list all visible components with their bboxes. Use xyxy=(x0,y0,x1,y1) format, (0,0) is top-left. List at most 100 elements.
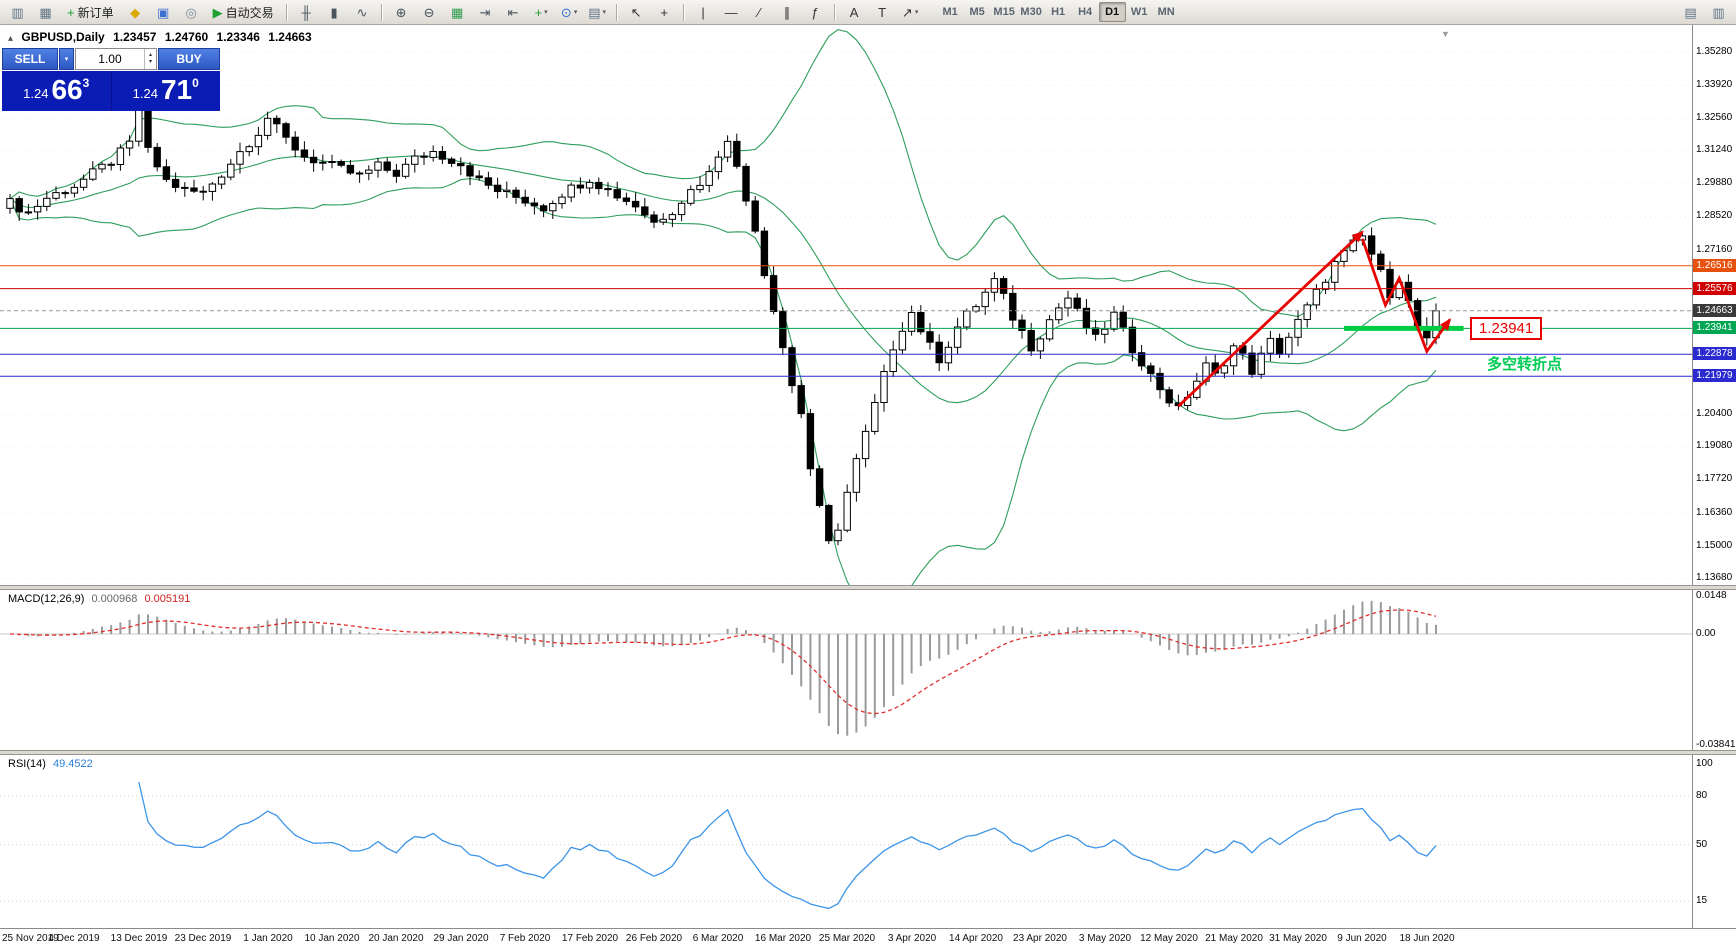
price-gridlines xyxy=(0,51,1692,579)
volume-box: ▴ ▾ xyxy=(75,48,157,70)
macd-axis[interactable]: 0.0148 0.00 -0.038415 xyxy=(1692,590,1736,750)
tile-windows-icon[interactable]: ▦ xyxy=(444,1,471,23)
volume-stepper[interactable]: ▴ ▾ xyxy=(143,49,156,69)
rsi-value: 49.4522 xyxy=(52,758,93,770)
chart-shift-marker-icon[interactable]: ▼ xyxy=(1441,29,1450,39)
pivot-annotation[interactable]: 多空转折点 xyxy=(1487,356,1563,373)
channel-tool-icon[interactable]: ∥ xyxy=(774,1,801,23)
line-chart-icon[interactable]: ∿ xyxy=(349,1,376,23)
metaeditor-icon[interactable]: ◆ xyxy=(122,1,149,23)
macd-header: MACD(12,26,9) 0.000968 0.005191 xyxy=(8,593,190,605)
new-order-button[interactable]: + 新订单 xyxy=(60,1,121,23)
profiles-icon[interactable]: ▦ xyxy=(32,1,59,23)
date-tick: 31 May 2020 xyxy=(1269,933,1327,944)
bar-chart-icon[interactable]: ╫ xyxy=(293,1,320,23)
price-tick: 1.29880 xyxy=(1696,177,1733,188)
zoom-out-icon[interactable]: ⊖ xyxy=(416,1,443,23)
price-axis[interactable]: 1.35280 1.33920 1.32560 1.31240 1.29880 1.285… xyxy=(1692,25,1736,585)
price-badge: 1.25576 xyxy=(1693,282,1736,295)
timeframe-m5[interactable]: M5 xyxy=(969,6,985,18)
cursor-icon: ↖ xyxy=(630,4,642,20)
print-preview-icon[interactable]: ▥ xyxy=(1712,4,1725,20)
price-tick: 1.19080 xyxy=(1696,440,1733,451)
date-tick: 3 May 2020 xyxy=(1078,933,1132,944)
autotrading-button[interactable]: ▶ 自动交易 xyxy=(206,1,281,23)
strategy-tester-icon[interactable]: ◎ xyxy=(178,1,205,23)
fibonacci-tool-icon[interactable]: ƒ xyxy=(802,1,829,23)
toolbar-separator xyxy=(285,3,288,21)
macd-value: 0.000968 xyxy=(91,593,138,605)
sell-price[interactable]: 1.24 66 3 xyxy=(2,71,111,111)
buy-price[interactable]: 1.24 71 0 xyxy=(112,71,221,111)
rsi-line xyxy=(138,781,1437,910)
buy-button[interactable]: BUY xyxy=(158,48,220,70)
print-icon[interactable]: ▤ xyxy=(1684,4,1697,20)
new-chart-icon[interactable]: ▥ xyxy=(4,1,31,23)
trend-arrow[interactable] xyxy=(1177,230,1364,408)
rsi-level-lines xyxy=(0,795,1692,902)
timeframe-m15[interactable]: M15 xyxy=(993,6,1015,18)
oneclick-collapse-icon[interactable]: ▴ xyxy=(8,33,14,44)
macd-tick: 0.00 xyxy=(1696,628,1716,639)
price-chart-plot[interactable] xyxy=(0,25,1692,585)
price-callout[interactable]: 1.23941 xyxy=(1470,317,1543,340)
stepper-up-icon[interactable]: ▴ xyxy=(148,52,152,59)
horizontal-line-tool-icon[interactable]: — xyxy=(718,1,745,23)
timeframe-m1[interactable]: M1 xyxy=(942,6,958,18)
text-tool-icon[interactable]: A xyxy=(841,1,868,23)
price-badge: 1.21979 xyxy=(1693,369,1736,382)
chart-shift-icon[interactable]: ⇤ xyxy=(500,1,527,23)
rsi-axis[interactable]: 100 80 50 15 xyxy=(1692,755,1736,928)
timeframe-d1[interactable]: D1 xyxy=(1098,2,1126,22)
indicators-icon[interactable]: + ▾ xyxy=(528,1,555,23)
one-click-trading-panel: SELL ▾ ▴ ▾ BUY 1.24 66 3 1.24 71 0 xyxy=(2,48,220,111)
time-axis[interactable]: 25 Nov 2019 4 Dec 2019 13 Dec 2019 23 Dec 2… xyxy=(0,928,1736,949)
panel-splitter[interactable] xyxy=(0,585,1736,590)
crosshair-icon[interactable]: + xyxy=(651,1,678,23)
auto-scroll-icon[interactable]: ⇥ xyxy=(472,1,499,23)
sell-button[interactable]: SELL xyxy=(2,48,58,70)
buy-price-point: 0 xyxy=(192,76,199,90)
date-tick: 7 Feb 2020 xyxy=(499,933,551,944)
rsi-header: RSI(14) 49.4522 xyxy=(8,758,93,770)
macd-plot[interactable] xyxy=(0,590,1692,750)
candlestick-chart-icon[interactable]: ▮ xyxy=(321,1,348,23)
toolbar-separator xyxy=(682,3,685,21)
timeframe-h1[interactable]: H1 xyxy=(1051,6,1066,18)
date-tick: 14 Apr 2020 xyxy=(949,933,1003,944)
date-tick: 20 Jan 2020 xyxy=(368,933,424,944)
arrows-tool-icon[interactable]: ↗ ▾ xyxy=(897,1,924,23)
timeframe-m30[interactable]: M30 xyxy=(1020,6,1042,18)
price-tick: 1.15000 xyxy=(1696,540,1733,551)
sell-options-caret-icon[interactable]: ▾ xyxy=(59,48,74,70)
zigzag-arrow[interactable] xyxy=(1361,238,1451,355)
date-tick: 21 May 2020 xyxy=(1205,933,1263,944)
cursor-icon[interactable]: ↖ xyxy=(623,1,650,23)
trendline-tool-icon[interactable]: ∕ xyxy=(746,1,773,23)
sell-price-base: 1.24 xyxy=(23,86,49,101)
volume-input[interactable] xyxy=(76,49,144,69)
timeframe-w1[interactable]: W1 xyxy=(1130,6,1148,18)
date-tick: 23 Dec 2019 xyxy=(174,933,232,944)
price-tick: 1.27160 xyxy=(1696,244,1733,255)
timeframe-h4[interactable]: H4 xyxy=(1078,6,1093,18)
terminal-icon[interactable]: ▣ xyxy=(150,1,177,23)
date-tick: 12 May 2020 xyxy=(1140,933,1198,944)
terminal-icon: ▣ xyxy=(156,4,170,20)
templates-icon[interactable]: ▤ ▾ xyxy=(584,1,611,23)
rsi-plot[interactable] xyxy=(0,755,1692,928)
price-badge: 1.24663 xyxy=(1693,304,1736,317)
timeframe-mn[interactable]: MN xyxy=(1157,6,1175,18)
stepper-down-icon[interactable]: ▾ xyxy=(148,59,152,65)
zoom-in-icon[interactable]: ⊕ xyxy=(388,1,415,23)
price-tick: 1.28520 xyxy=(1696,210,1733,221)
vertical-line-tool-icon[interactable]: | xyxy=(690,1,717,23)
symbol-title: GBPUSD,Daily xyxy=(21,30,105,44)
date-tick: 1 Jan 2020 xyxy=(243,933,293,944)
templates-icon: ▤ xyxy=(588,4,601,20)
panel-splitter[interactable] xyxy=(0,750,1736,755)
price-tick: 1.16360 xyxy=(1696,507,1733,518)
price-tick: 1.32560 xyxy=(1696,112,1733,123)
periods-icon[interactable]: ⊙ ▾ xyxy=(556,1,583,23)
text-label-tool-icon[interactable]: T xyxy=(869,1,896,23)
